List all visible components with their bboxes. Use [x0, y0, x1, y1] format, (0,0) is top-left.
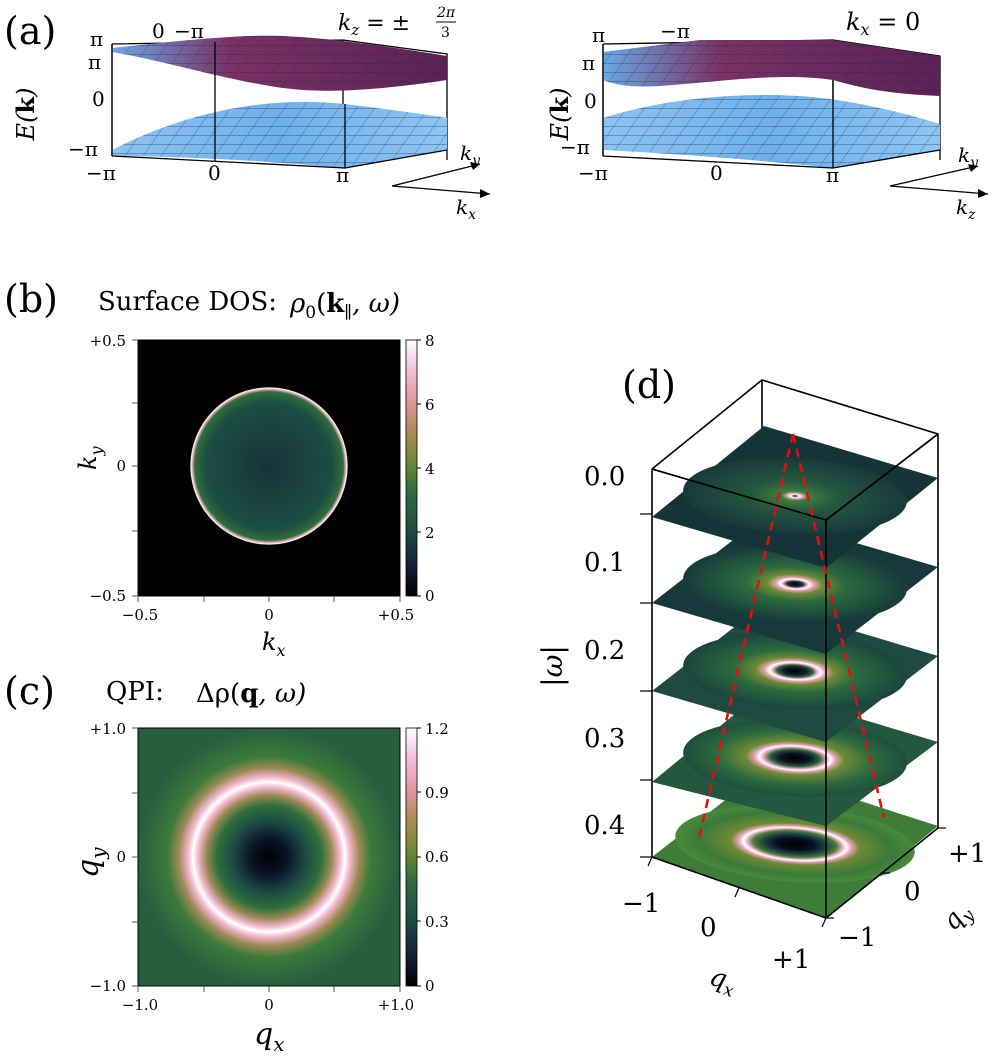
panel-b-title: Surface DOS: [98, 287, 277, 317]
qx-tick: 0 [700, 913, 717, 943]
omega-layer-0.3 [652, 690, 938, 826]
x-tick: π [336, 163, 349, 187]
fraction-denominator: 3 [441, 25, 450, 41]
z-tick: π [582, 51, 595, 75]
band-plot-kz: E(k) π 0 −π π 0 −π −π 0 π kz = ± 2π 3 ky [11, 5, 491, 223]
colorbar-tick: 4 [425, 460, 435, 478]
panel-title-kx: kx = 0 [846, 8, 920, 39]
x-axis-label: kx [262, 628, 286, 660]
back-tick: −π [660, 19, 690, 43]
x-tick: π [826, 163, 839, 187]
colorbar-tick: 2 [425, 524, 435, 542]
colorbar-tick: 0 [425, 977, 435, 995]
y-axis-label: ky [74, 445, 106, 470]
kx-axis-label: kx [456, 195, 476, 223]
x-tick: 0 [208, 161, 221, 185]
back-tick: 0 [152, 19, 165, 43]
omega-layer-0.2 [652, 604, 938, 742]
x-tick: −1.0 [122, 996, 158, 1014]
y-tick: +0.5 [90, 332, 126, 350]
y-tick: +1.0 [90, 720, 126, 738]
colorbar [405, 339, 418, 597]
panel-title-kz: kz = ± [338, 11, 410, 39]
x-tick: +0.5 [378, 606, 414, 624]
colorbar-tick: 1.2 [425, 720, 449, 738]
x-tick: −0.5 [122, 606, 158, 624]
z-tick: π [90, 27, 103, 51]
omega-tick: 0.4 [584, 811, 625, 841]
omega-layer-0.1 [652, 516, 938, 654]
dos-fermi-circle [190, 387, 348, 545]
qpi-ring [138, 728, 400, 986]
back-tick: π [592, 23, 605, 47]
omega-tick: 0.2 [584, 636, 625, 666]
qx-tick: +1 [772, 945, 810, 975]
panel-d: (d) [536, 363, 986, 1002]
y-tick: 0 [116, 848, 126, 866]
y-tick: −1.0 [90, 977, 126, 995]
energy-axis-label: E(k) [545, 88, 574, 142]
qx-tick: −1 [622, 889, 660, 919]
fraction-numerator: 2π [436, 5, 456, 21]
x-tick: +1.0 [378, 996, 414, 1014]
z-tick: 0 [584, 89, 597, 113]
omega-axis-label: |ω| [536, 645, 569, 687]
z-tick: −π [560, 135, 590, 159]
ky-axis-label: ky [958, 143, 979, 171]
omega-layer-0.0 [652, 426, 938, 568]
qy-axis-label: qy [936, 897, 979, 939]
back-tick: −π [174, 19, 204, 43]
x-tick: 0 [710, 161, 723, 185]
z-tick: 0 [92, 87, 105, 111]
panel-a: (a) E(k) π 0 −π π 0 −π −π 0 π kz = ± [4, 5, 989, 223]
x-tick: 0 [264, 996, 274, 1014]
y-tick: −0.5 [90, 587, 126, 605]
panel-c-label: (c) [4, 669, 55, 713]
axis-ticks [132, 339, 401, 602]
colorbar-tick: 0.6 [425, 848, 449, 866]
x-tick: 0 [264, 606, 274, 624]
kz-axis-label: kz [956, 195, 976, 223]
colorbar [405, 727, 418, 987]
omega-tick: 0.1 [584, 548, 625, 578]
band-plot-kx: E(k) π 0 −π π −π −π 0 π kx = 0 ky kz [545, 8, 989, 223]
panel-c-title: QPI: [106, 677, 164, 707]
omega-layer-0.4 [652, 770, 938, 918]
qy-tick: −1 [838, 923, 876, 953]
panel-b-title-math: ρ0(k∥, ω) [289, 289, 400, 323]
omega-tick: 0.0 [584, 462, 625, 492]
colorbar-tick: 8 [425, 332, 435, 350]
panel-c-title-math: Δρ(q, ω) [196, 679, 306, 709]
colorbar-tick: 6 [425, 396, 435, 414]
omega-tick: 0.3 [584, 724, 625, 754]
panel-a-label: (a) [4, 9, 56, 53]
panel-d-label: (d) [622, 363, 676, 407]
x-tick: −π [86, 161, 116, 185]
colorbar-tick: 0.3 [425, 913, 449, 931]
colorbar-tick: 0.9 [425, 784, 449, 802]
energy-axis-label: E(k) [11, 88, 40, 142]
colorbar-tick: 0 [425, 587, 435, 605]
qx-axis-label: qx [705, 962, 740, 1002]
x-axis-label: qx [254, 1017, 285, 1056]
back-tick: π [88, 50, 101, 74]
qy-tick: +1 [948, 839, 986, 869]
y-axis-label: qy [71, 847, 110, 878]
panel-b: (b) Surface DOS: ρ0(k∥, ω) −0.5 0 +0.5 +… [4, 277, 435, 660]
z-tick: −π [68, 137, 98, 161]
panel-b-label: (b) [4, 277, 58, 321]
axis-ticks [132, 727, 401, 992]
dispersion-cone [696, 433, 886, 843]
y-tick: 0 [116, 457, 126, 475]
ky-axis-label: ky [460, 141, 481, 169]
panel-c: (c) QPI: Δρ(q, ω) −1.0 0 +1.0 +1.0 0 −1.… [4, 669, 449, 1056]
qy-tick: 0 [904, 877, 921, 907]
x-tick: −π [578, 161, 608, 185]
